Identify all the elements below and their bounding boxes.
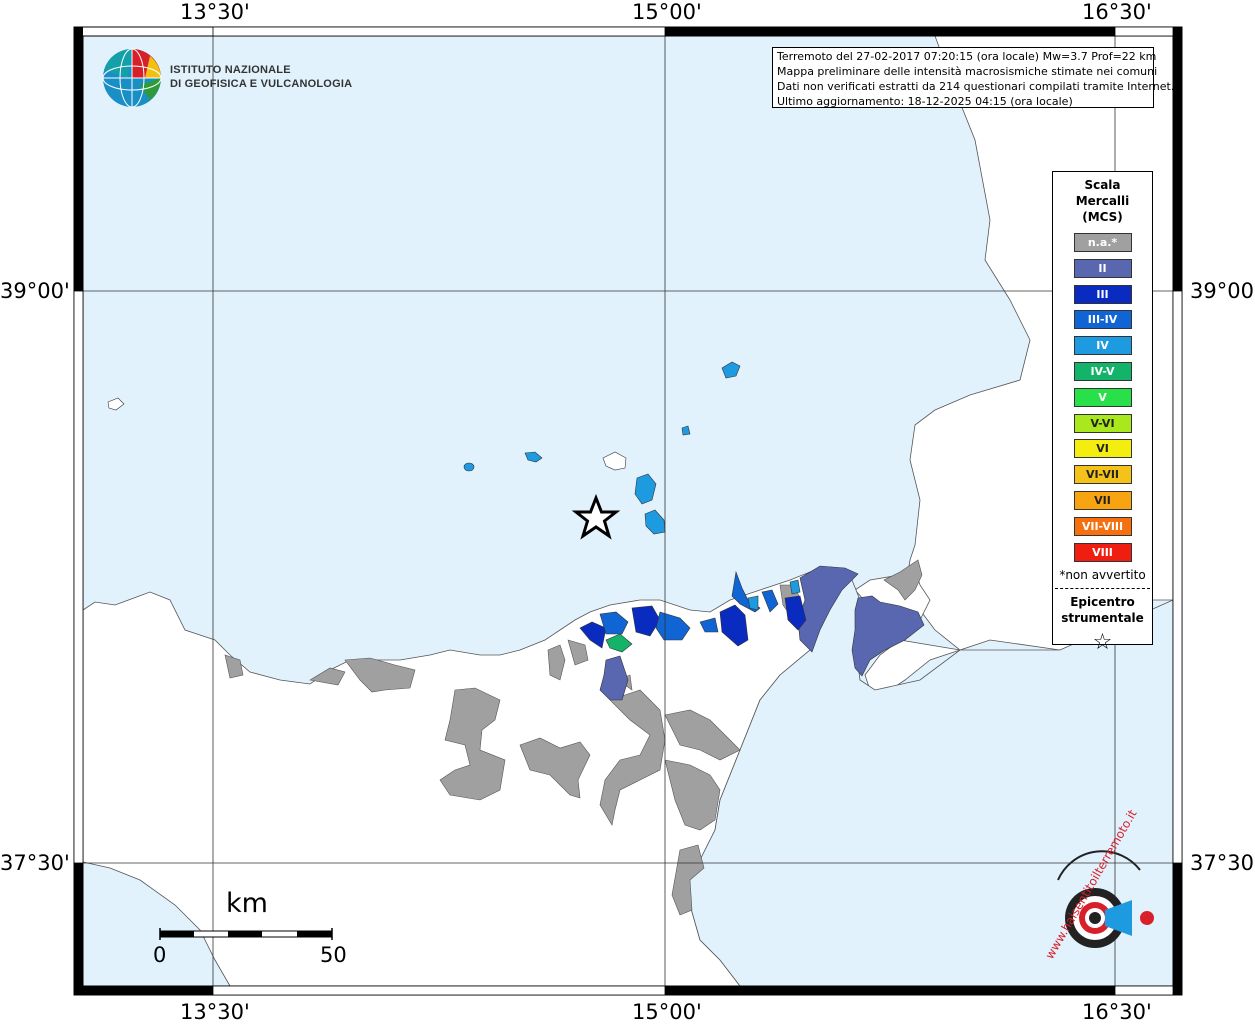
logo-line-1: ISTITUTO NAZIONALE <box>170 64 291 76</box>
legend-star-icon: ☆ <box>1092 630 1113 656</box>
legend-item-0: n.a.* <box>1073 233 1132 252</box>
mcs-iii-iv-areas <box>599 570 779 641</box>
lower-left-land <box>83 862 230 986</box>
legend-epicenter-label: Epicentro strumentale <box>1053 594 1152 626</box>
legend-epicenter-line: Epicentro <box>1070 595 1135 610</box>
na-areas <box>224 559 923 916</box>
legend-title-line: Scala <box>1084 178 1121 192</box>
mcs-iii-areas <box>579 595 807 649</box>
legend-note: *non avvertito <box>1059 568 1146 583</box>
island-panarea <box>681 425 691 436</box>
coord-top-1500: 15°00' <box>632 0 702 24</box>
ingv-logo-text: ISTITUTO NAZIONALE DI GEOFISICA E VULCAN… <box>170 63 352 91</box>
legend-item-1: II <box>1073 258 1132 278</box>
info-line: Dati non verificati estratti da 214 ques… <box>777 80 1175 93</box>
logo-line-2: DI GEOFISICA E VULCANOLOGIA <box>170 78 353 90</box>
legend-title-line: (MCS) <box>1082 210 1123 224</box>
island-lipari <box>634 473 657 505</box>
scale-unit-label: km <box>226 888 268 919</box>
coord-bottom-1500: 15°00' <box>632 1000 702 1024</box>
mcs-iv-v-areas <box>605 633 633 653</box>
map-frame <box>73 26 1183 996</box>
legend-title: Scala Mercalli (MCS) <box>1053 177 1152 225</box>
scale-max-label: 50 <box>320 943 347 967</box>
coord-left-3900: 39°00' <box>0 279 70 303</box>
legend-item-10: VII <box>1073 490 1132 510</box>
legend-item-3: III-IV <box>1073 310 1132 330</box>
island-salina <box>602 451 627 471</box>
island-ustica <box>107 397 125 411</box>
legend-item-11: VII-VIII <box>1073 516 1132 536</box>
legend-item-7: V-VI <box>1073 413 1132 433</box>
coord-right-3900: 39°00' <box>1190 279 1255 303</box>
legend-item-8: VI <box>1073 439 1132 459</box>
legend-epicenter-line: strumentale <box>1061 611 1144 626</box>
scale-min-label: 0 <box>153 943 167 967</box>
island-stromboli <box>721 361 741 379</box>
legend-item-12: VIII <box>1073 542 1132 562</box>
coord-top-1330: 13°30' <box>180 0 250 24</box>
mcs-iv-areas <box>747 579 801 611</box>
legend-title-line: Mercalli <box>1075 194 1130 208</box>
scale-bar <box>159 928 333 940</box>
mcs-legend: Scala Mercalli (MCS) n.a.* II III III-IV IV I… <box>1052 171 1153 655</box>
coord-top-1630: 16°30' <box>1082 0 1152 24</box>
coord-bottom-1330: 13°30' <box>180 1000 250 1024</box>
coord-right-3730: 37°30' <box>1190 851 1255 875</box>
info-line: Mappa preliminare delle intensità macros… <box>777 65 1158 78</box>
epicenter-star-icon <box>571 493 621 540</box>
coord-bottom-1630: 16°30' <box>1082 1000 1152 1024</box>
legend-item-6: V <box>1073 387 1132 407</box>
legend-item-2: III <box>1073 284 1132 304</box>
legend-item-5: IV-V <box>1073 361 1132 381</box>
island-filicudi <box>524 451 543 463</box>
mcs-ii-areas <box>599 565 925 701</box>
legend-item-4: IV <box>1073 336 1132 356</box>
earthquake-info-box: Terremoto del 27-02-2017 07:20:15 (ora l… <box>772 47 1175 108</box>
lower-left-coast <box>82 861 231 987</box>
ingv-logo-icon <box>102 48 162 108</box>
legend-items: n.a.* II III III-IV IV IV-V V V-VI VI VI-VII VII VI… <box>1053 233 1152 562</box>
coord-left-3730: 37°30' <box>0 851 70 875</box>
legend-divider <box>1055 588 1150 590</box>
legend-item-9: VI-VII <box>1073 465 1132 485</box>
island-alicudi <box>463 462 475 472</box>
info-line: Terremoto del 27-02-2017 07:20:15 (ora l… <box>777 50 1157 63</box>
info-line: Ultimo aggiornamento: 18-12-2025 04:15 (… <box>777 95 1073 108</box>
